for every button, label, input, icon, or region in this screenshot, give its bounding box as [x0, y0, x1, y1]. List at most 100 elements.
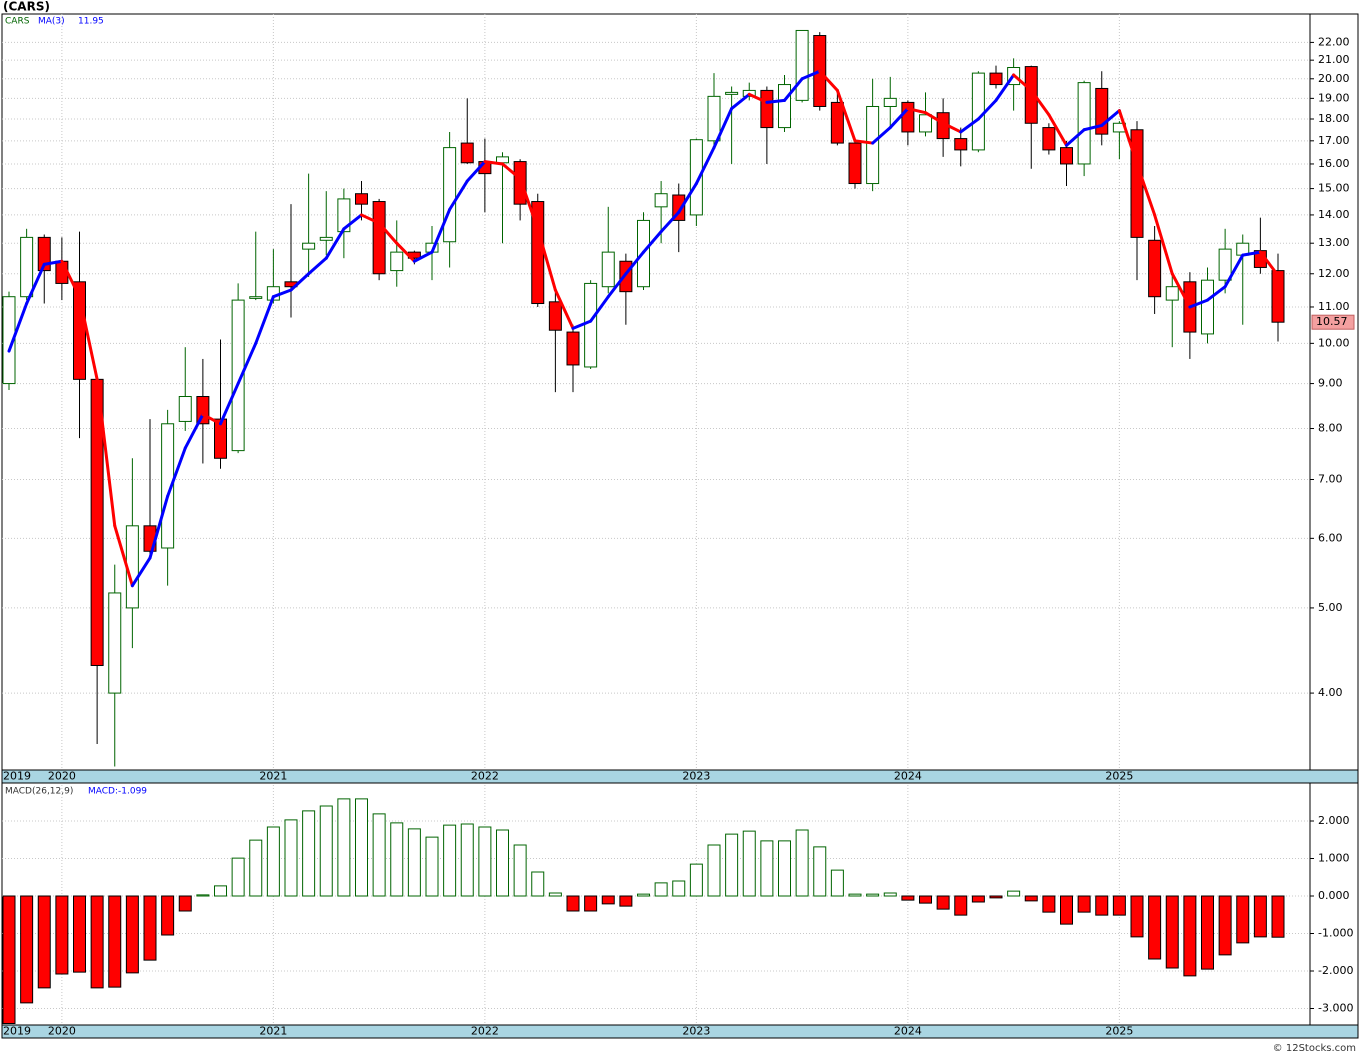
time-strip [1, 769, 1359, 784]
candle-body [619, 260, 633, 293]
macd-bar [971, 895, 985, 903]
macd-bar [1236, 895, 1250, 944]
macd-bar [742, 830, 756, 897]
candle-body [778, 84, 791, 129]
y-tick-label: 22.00 [1318, 35, 1350, 48]
ma-line [818, 69, 839, 92]
macd-plot [2, 785, 1310, 1025]
ma-line [853, 139, 875, 145]
macd-bar [989, 895, 1003, 899]
ma-line [430, 208, 452, 254]
candle-body [601, 251, 615, 288]
ma-line [906, 107, 927, 115]
macd-bar [513, 844, 527, 897]
ma-line [783, 77, 804, 102]
macd-bar [1165, 895, 1179, 969]
ma-line [888, 107, 910, 130]
macd-bar [1042, 895, 1056, 913]
macd-bar [601, 895, 615, 905]
macd-bar [1112, 895, 1126, 916]
ma-line [60, 259, 81, 299]
candle-body [971, 72, 985, 151]
candle-body [1077, 82, 1091, 165]
macd-bar [654, 882, 668, 897]
macd-bar [390, 822, 404, 897]
x-tick-label: 2024 [894, 1025, 922, 1038]
macd-bar [355, 798, 368, 897]
candle-body [830, 101, 844, 144]
macd-bar [178, 895, 192, 912]
macd-bar [1218, 895, 1232, 956]
y-tick-label: 0.000 [1318, 889, 1350, 902]
x-tick-label: 2025 [1105, 770, 1133, 783]
footer: © 12Stocks.com [1273, 1043, 1356, 1054]
candle-body [901, 101, 915, 133]
candle-body [20, 236, 34, 298]
ma-line [342, 213, 363, 231]
macd-bar [196, 894, 210, 897]
candle-body [989, 72, 1003, 86]
macd-bar [407, 828, 421, 897]
legend-entry: CARS [5, 17, 30, 27]
x-tick-label: 2023 [682, 770, 710, 783]
macd-bar [919, 895, 932, 904]
x-tick-label: 2021 [259, 1025, 287, 1038]
ma-line [130, 556, 152, 588]
ma-line [659, 210, 681, 234]
ma-line [360, 213, 381, 225]
candle-body [848, 142, 862, 185]
candle-body [760, 89, 774, 129]
ma-line [924, 111, 945, 125]
candle-body [1218, 248, 1232, 281]
ma-line [712, 107, 734, 150]
ma-line [465, 160, 487, 183]
macd-bar [795, 829, 809, 897]
x-tick-label: 2021 [259, 770, 287, 783]
macd-bar [1024, 895, 1038, 902]
candle-body [919, 114, 932, 133]
candle-body [390, 251, 404, 272]
macd-bar [372, 813, 386, 897]
ma-line [1012, 73, 1033, 92]
ma-line [642, 230, 663, 254]
macd-bar [637, 893, 650, 897]
macd-bar [689, 863, 703, 897]
ma-line [236, 341, 258, 386]
candle-body [725, 91, 739, 95]
y-tick-label: 17.00 [1318, 134, 1350, 147]
ma-line [1047, 113, 1068, 147]
labels: 4.00 5.00 6.00 7.00 8.00 9.00 10.00 11.00 12.00 1… [3, 17, 1355, 1038]
macd-bar [1183, 895, 1197, 977]
ma-line [395, 241, 416, 263]
ma-line [201, 412, 222, 426]
macd-bar [302, 810, 316, 897]
x-tick-label: 2022 [471, 1025, 499, 1038]
y-tick-label: 12.00 [1318, 267, 1350, 280]
ma-line [677, 182, 698, 214]
ma-line [624, 250, 645, 276]
macd-bar [1271, 895, 1285, 938]
ma-line [553, 288, 575, 330]
ma-line [994, 73, 1016, 102]
x-tick-label: 2019 [3, 770, 31, 783]
y-tick-label: 20.00 [1318, 72, 1350, 85]
ma-line [1258, 250, 1280, 277]
macd-bar [1253, 895, 1267, 938]
macd-bar [90, 895, 104, 989]
macd-bar [1148, 895, 1162, 960]
ma-line [1082, 123, 1104, 132]
y-tick-label: 1.000 [1318, 852, 1350, 865]
ma-line [1135, 162, 1157, 217]
macd-bar [725, 833, 739, 897]
candle-body [1024, 66, 1038, 124]
ma-line [501, 162, 522, 181]
macd-bar [813, 846, 827, 897]
candle-body [654, 193, 668, 208]
x-tick-label: 2020 [48, 770, 76, 783]
ma-line [289, 272, 311, 292]
macd-bar [566, 895, 580, 912]
ma-line [324, 227, 346, 260]
macd-bar [125, 895, 139, 974]
macd-bar [108, 895, 122, 988]
